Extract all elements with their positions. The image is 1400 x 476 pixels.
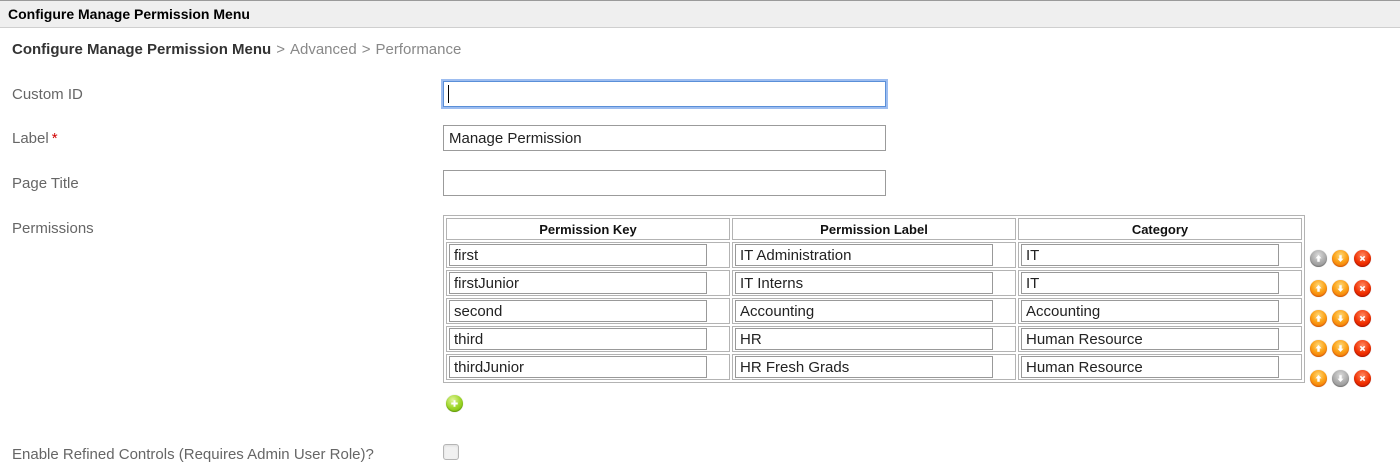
text-caret xyxy=(448,85,449,103)
breadcrumb-item-advanced[interactable]: Advanced xyxy=(289,41,357,58)
move-down-button[interactable] xyxy=(1332,279,1349,297)
arrow-down-icon xyxy=(1337,314,1344,322)
arrow-down-icon xyxy=(1337,374,1344,382)
form-row-permissions: Permissions Permission Key Permission La… xyxy=(0,215,1400,414)
permissions-label: Permissions xyxy=(12,220,94,237)
delete-row-button[interactable] xyxy=(1354,369,1371,387)
permission-key-input[interactable] xyxy=(449,244,707,266)
arrow-up-icon xyxy=(1315,254,1322,262)
plus-icon xyxy=(451,400,458,407)
permission-key-input[interactable] xyxy=(449,300,707,322)
permission-key-input[interactable] xyxy=(449,356,707,378)
table-row xyxy=(446,270,1302,296)
form-row-custom-id: Custom ID xyxy=(0,81,1400,107)
label-field-label: Label * xyxy=(12,130,58,147)
permission-label-input[interactable] xyxy=(735,244,993,266)
permission-label-input[interactable] xyxy=(735,272,993,294)
move-down-button[interactable] xyxy=(1332,369,1349,387)
breadcrumb-separator: > xyxy=(361,41,371,58)
permissions-table: Permission Key Permission Label Category xyxy=(443,215,1305,383)
arrow-down-icon xyxy=(1337,344,1344,352)
row-action-icons-column xyxy=(1310,215,1371,393)
arrow-down-icon xyxy=(1337,284,1344,292)
page-title-input[interactable] xyxy=(443,170,886,196)
move-up-button[interactable] xyxy=(1310,279,1327,297)
permission-key-input[interactable] xyxy=(449,272,707,294)
delete-row-button[interactable] xyxy=(1354,339,1371,357)
page-header-bar: Configure Manage Permission Menu xyxy=(0,0,1400,28)
page-title-label: Page Title xyxy=(12,175,79,192)
category-input[interactable] xyxy=(1021,272,1279,294)
arrow-up-icon xyxy=(1315,284,1322,292)
move-up-button[interactable] xyxy=(1310,309,1327,327)
required-asterisk: * xyxy=(51,130,58,147)
breadcrumb-current: Configure Manage Permission Menu xyxy=(12,41,272,58)
config-form: Custom ID Label* Page Title Permissions xyxy=(0,58,1400,463)
breadcrumb: Configure Manage Permission Menu > Advance… xyxy=(0,28,1400,58)
x-icon xyxy=(1359,315,1366,321)
permission-key-input[interactable] xyxy=(449,328,707,350)
label-input[interactable] xyxy=(443,125,886,151)
delete-row-button[interactable] xyxy=(1354,249,1371,267)
move-up-button[interactable] xyxy=(1310,369,1327,387)
permission-label-input[interactable] xyxy=(735,356,993,378)
permissions-header-row: Permission Key Permission Label Category xyxy=(446,218,1302,240)
permission-label-input[interactable] xyxy=(735,328,993,350)
arrow-up-icon xyxy=(1315,314,1322,322)
add-row-button[interactable] xyxy=(446,395,463,412)
delete-row-button[interactable] xyxy=(1354,279,1371,297)
permission-label-input[interactable] xyxy=(735,300,993,322)
x-icon xyxy=(1359,255,1366,261)
form-row-label: Label * xyxy=(0,125,1400,151)
table-row xyxy=(446,326,1302,352)
arrow-up-icon xyxy=(1315,374,1322,382)
breadcrumb-item-performance[interactable]: Performance xyxy=(375,41,462,58)
move-down-button[interactable] xyxy=(1332,339,1349,357)
table-row xyxy=(446,298,1302,324)
refined-controls-checkbox[interactable] xyxy=(443,444,459,460)
category-input[interactable] xyxy=(1021,356,1279,378)
move-down-button[interactable] xyxy=(1332,249,1349,267)
breadcrumb-separator: > xyxy=(276,41,285,58)
x-icon xyxy=(1359,375,1366,381)
custom-id-input[interactable] xyxy=(443,81,886,107)
refined-controls-label: Enable Refined Controls (Requires Admin … xyxy=(12,446,374,463)
page-title: Configure Manage Permission Menu xyxy=(8,6,250,22)
move-up-button[interactable] xyxy=(1310,249,1327,267)
column-header-permission-key: Permission Key xyxy=(446,218,730,240)
custom-id-label: Custom ID xyxy=(12,86,83,103)
column-header-permission-label: Permission Label xyxy=(732,218,1016,240)
form-row-refined-controls: Enable Refined Controls (Requires Admin … xyxy=(0,441,1400,463)
x-icon xyxy=(1359,285,1366,291)
category-input[interactable] xyxy=(1021,328,1279,350)
category-input[interactable] xyxy=(1021,300,1279,322)
category-input[interactable] xyxy=(1021,244,1279,266)
arrow-down-icon xyxy=(1337,254,1344,262)
column-header-category: Category xyxy=(1018,218,1302,240)
move-up-button[interactable] xyxy=(1310,339,1327,357)
form-row-page-title: Page Title xyxy=(0,170,1400,196)
table-row xyxy=(446,354,1302,380)
arrow-up-icon xyxy=(1315,344,1322,352)
move-down-button[interactable] xyxy=(1332,309,1349,327)
delete-row-button[interactable] xyxy=(1354,309,1371,327)
x-icon xyxy=(1359,345,1366,351)
table-row xyxy=(446,242,1302,268)
